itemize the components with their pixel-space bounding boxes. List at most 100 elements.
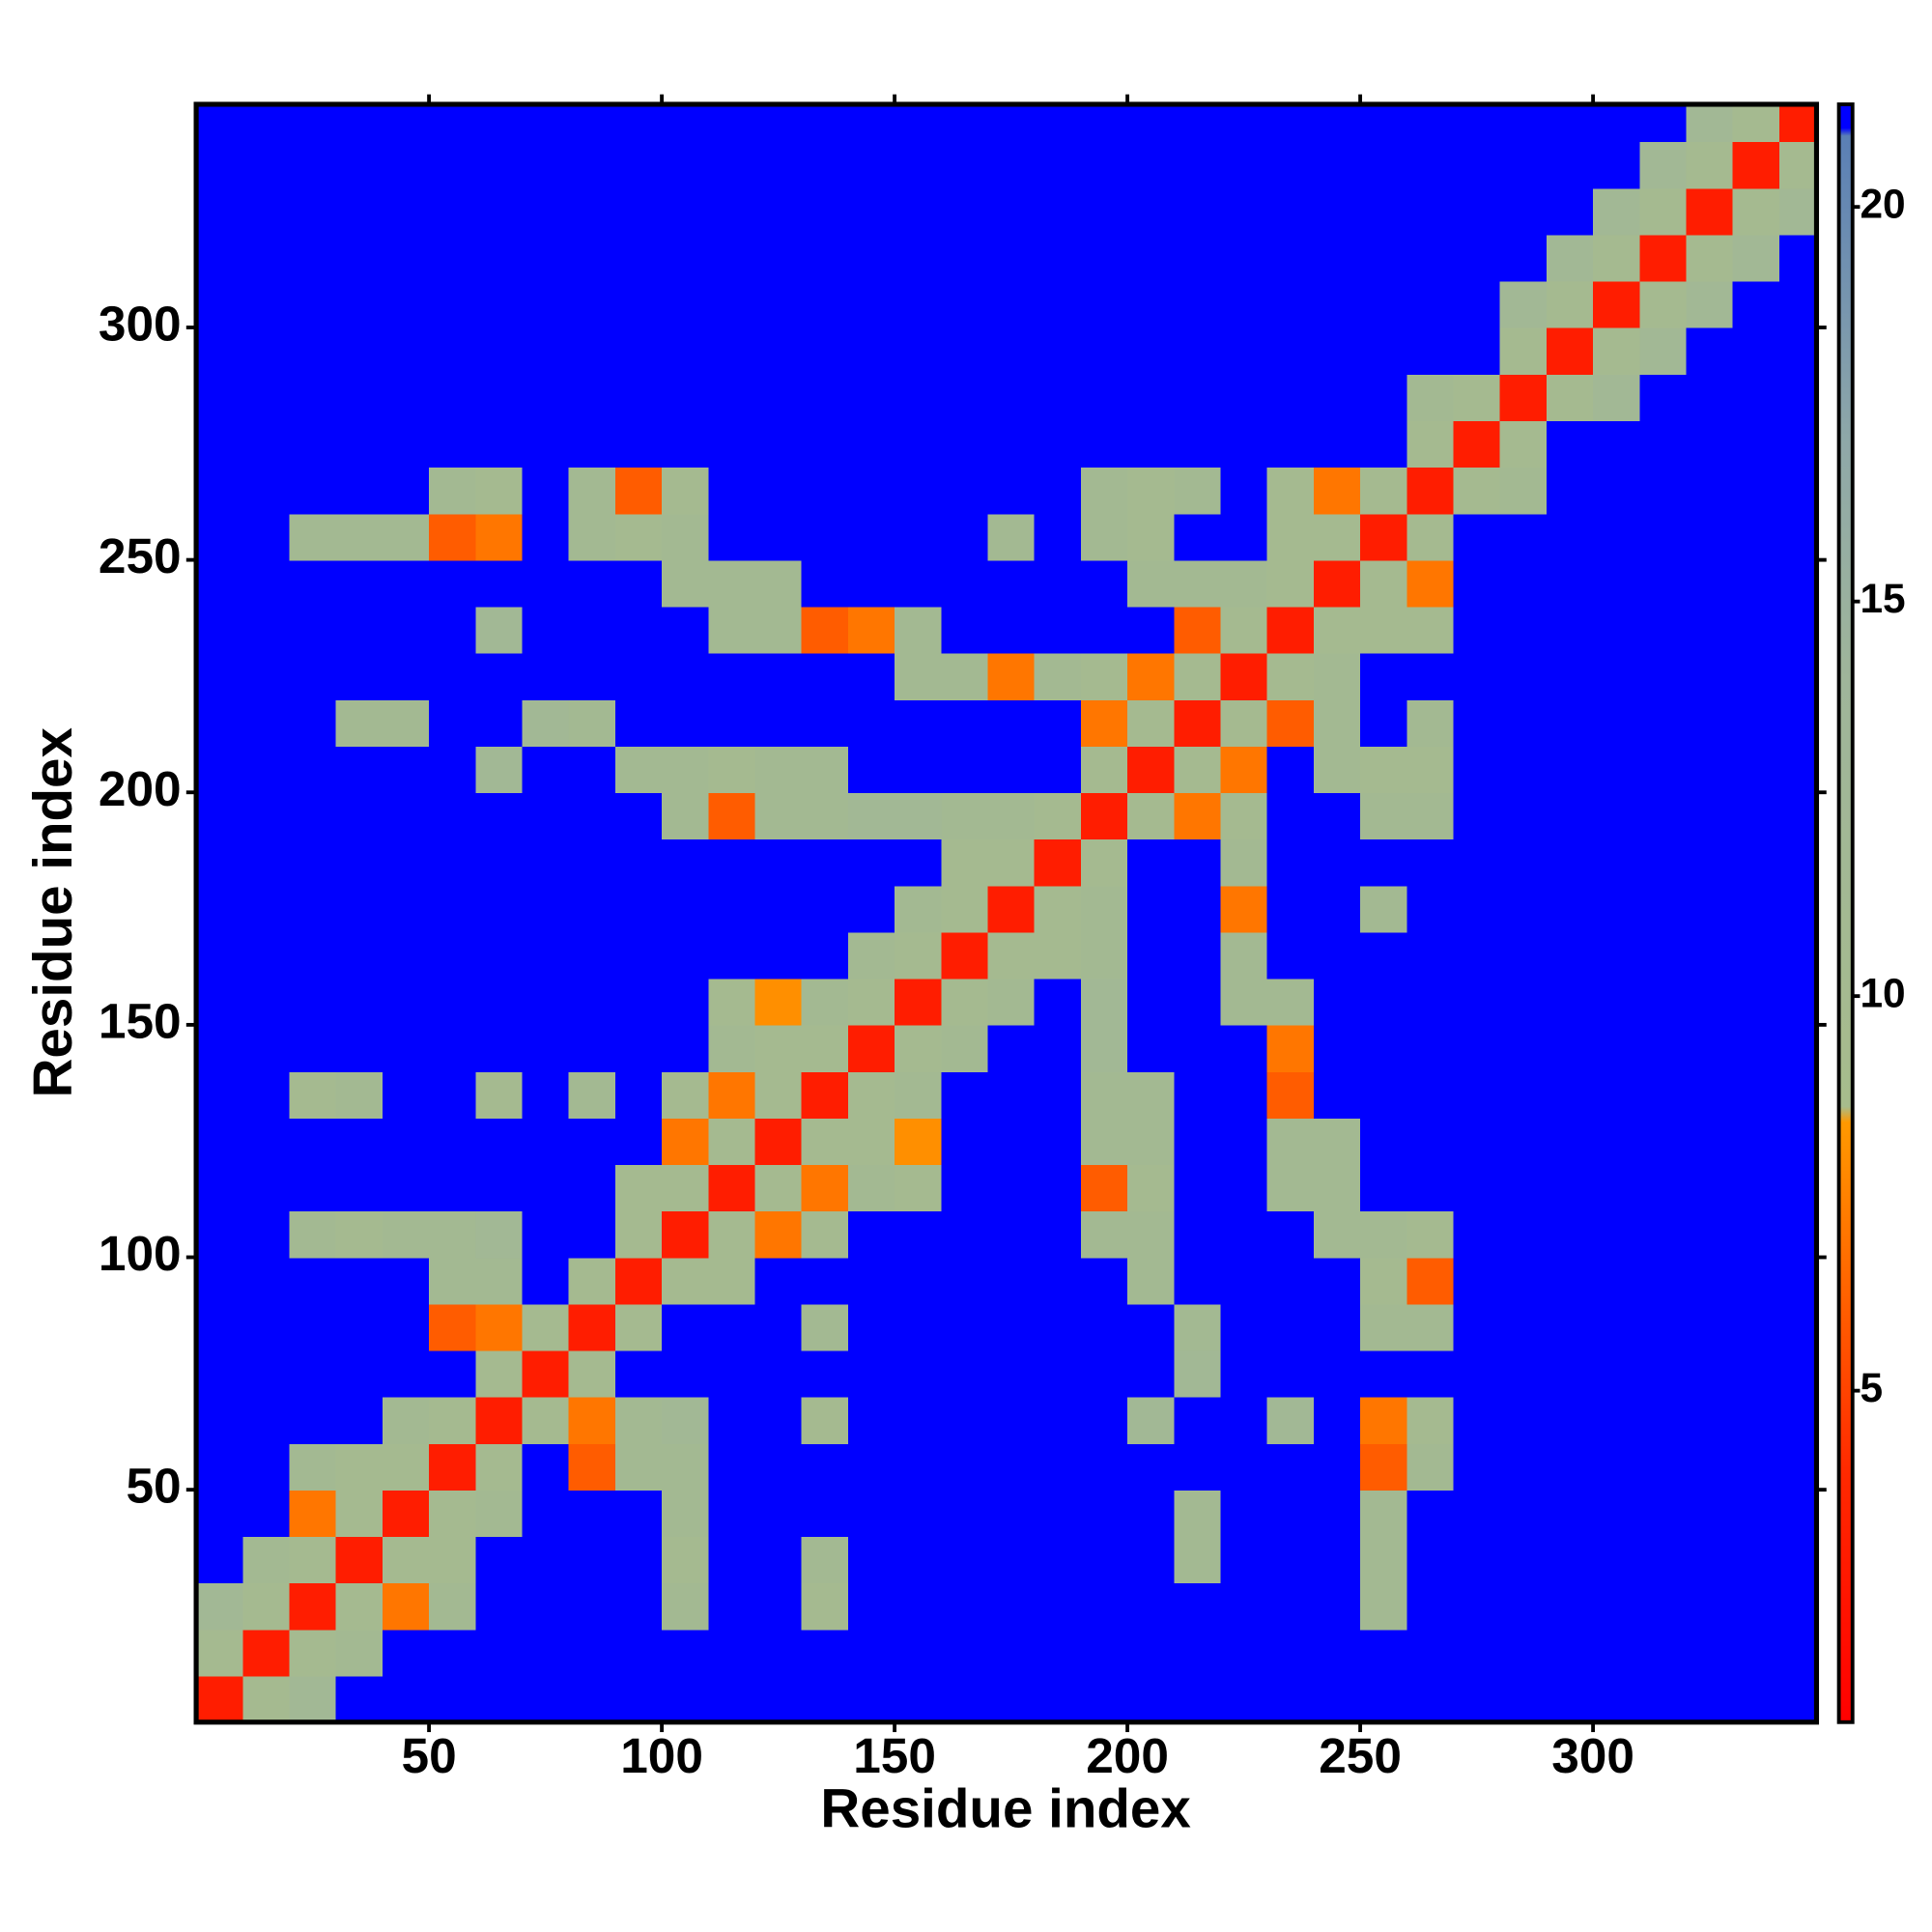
heat-cell [242, 652, 291, 700]
heat-cell [1127, 559, 1176, 608]
heat-cell [1732, 1164, 1780, 1212]
heat-cell [1686, 280, 1734, 328]
heat-cell [568, 1443, 616, 1491]
heat-cell [895, 420, 943, 469]
heat-cell [1266, 1629, 1315, 1677]
heat-cell [754, 1675, 803, 1723]
heat-cell [1313, 1443, 1361, 1491]
heat-cell [987, 1118, 1036, 1166]
heat-cell [335, 1118, 384, 1166]
heat-cell [289, 187, 337, 236]
heat-cell [242, 1257, 291, 1305]
heat-cell [1732, 327, 1780, 375]
heat-cell [1778, 652, 1818, 700]
heat-cell [1593, 1396, 1641, 1444]
heat-cell [754, 1024, 803, 1072]
heat-cell [1732, 698, 1780, 747]
heat-cell [196, 606, 244, 654]
heat-cell [1174, 374, 1222, 422]
heat-cell [1499, 792, 1548, 840]
heat-cell [1034, 280, 1082, 328]
heat-cell [196, 1257, 244, 1305]
heat-cell [847, 931, 895, 980]
heat-cell [614, 1118, 663, 1166]
heat-cell [382, 1536, 430, 1584]
heat-cell [847, 141, 895, 189]
heat-cell [1080, 1443, 1128, 1491]
heat-cell [662, 1443, 710, 1491]
heat-cell [987, 698, 1036, 747]
heat-cell [1313, 1210, 1361, 1259]
heat-cell [1034, 559, 1082, 608]
heat-cell [196, 1396, 244, 1444]
heat-cell [1313, 1582, 1361, 1631]
heat-cell [987, 931, 1036, 980]
heat-cell [522, 1210, 570, 1259]
heat-cell [1499, 1071, 1548, 1119]
heat-cell [895, 931, 943, 980]
heat-cell [522, 280, 570, 328]
y-tick-label: 150 [99, 992, 182, 1048]
heat-cell [987, 420, 1036, 469]
heat-cell [1499, 746, 1548, 794]
heat-cell [1639, 327, 1688, 375]
heat-cell [1593, 141, 1641, 189]
heat-cell [568, 374, 616, 422]
heat-cell [1034, 1071, 1082, 1119]
heat-cell [987, 327, 1036, 375]
heat-cell [1080, 698, 1128, 747]
heat-cell [289, 1629, 337, 1677]
heat-cell [1732, 280, 1780, 328]
heat-cell [1778, 606, 1818, 654]
heat-cell [242, 1396, 291, 1444]
heat-cell [1546, 652, 1594, 700]
heat-cell [1546, 1024, 1594, 1072]
heat-cell [568, 1582, 616, 1631]
heat-cell [895, 1071, 943, 1119]
heat-cell [1453, 103, 1501, 143]
heat-cell [289, 1536, 337, 1584]
heat-cell [475, 746, 524, 794]
heat-cell [801, 698, 849, 747]
heat-cell [1499, 420, 1548, 469]
heat-cell [1593, 931, 1641, 980]
heat-cell [1220, 141, 1268, 189]
heat-cell [801, 978, 849, 1026]
heat-cell [568, 141, 616, 189]
heat-cell [1499, 838, 1548, 887]
heat-cell [335, 1210, 384, 1259]
heat-cell [1174, 1490, 1222, 1538]
heat-cell [1220, 559, 1268, 608]
heat-cell [1034, 141, 1082, 189]
heat-cell [987, 652, 1036, 700]
heat-cell [1266, 234, 1315, 282]
heat-cell [1266, 280, 1315, 328]
heat-cell [801, 746, 849, 794]
heat-cell [1313, 1071, 1361, 1119]
heat-cell [1778, 931, 1818, 980]
heat-cell [335, 420, 384, 469]
heat-cell [382, 141, 430, 189]
heat-cell [382, 1582, 430, 1631]
heat-cell [708, 420, 756, 469]
heat-cell [1266, 698, 1315, 747]
heat-cell [895, 746, 943, 794]
heat-cell [1778, 1443, 1818, 1491]
heat-cell [1499, 467, 1548, 515]
heat-cell [1686, 978, 1734, 1026]
y-tick-label: 300 [99, 296, 182, 352]
heat-cell [1593, 187, 1641, 236]
heat-cell [941, 838, 989, 887]
heat-cell [754, 885, 803, 933]
heat-cell [1453, 978, 1501, 1026]
heat-cell [522, 1629, 570, 1677]
heat-cell [1174, 327, 1222, 375]
heat-cell [1686, 187, 1734, 236]
heat-cell [1034, 513, 1082, 561]
heat-cell [1639, 698, 1688, 747]
heat-cell [568, 1629, 616, 1677]
heat-cell [1360, 1443, 1408, 1491]
heat-cell [1546, 1350, 1594, 1398]
heat-cell [522, 559, 570, 608]
heat-cell [1174, 1443, 1222, 1491]
